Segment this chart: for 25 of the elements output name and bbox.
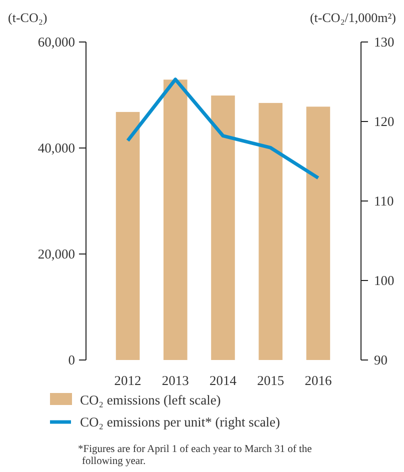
x-tick-label: 2016	[304, 373, 332, 388]
line-series	[126, 78, 320, 180]
y2-axis-title: (t-CO₂/1,000m²)	[310, 10, 396, 25]
bar	[116, 112, 140, 360]
y2-tick-label: 120	[374, 114, 394, 130]
y-tick-label: 0	[68, 352, 76, 368]
bar	[164, 80, 188, 360]
bar	[258, 102, 282, 360]
x-tick-label: 2014	[210, 373, 237, 388]
y2-tick-label: 130	[374, 34, 394, 50]
y-axis-title: (t-CO₂)	[8, 10, 48, 25]
y2-tick-label: 90	[374, 352, 388, 368]
x-tick-label: 2012	[114, 373, 142, 388]
legend-label: CO₂ emissions per unit* (right scale)	[80, 414, 280, 430]
y-tick-label: 40,000	[38, 140, 76, 156]
y2-tick-label: 110	[374, 194, 394, 209]
bar	[211, 96, 235, 360]
bar	[306, 106, 330, 360]
y-tick-label: 60,000	[38, 34, 76, 50]
x-tick-label: 2013	[162, 373, 190, 388]
y-tick-label: 20,000	[38, 246, 76, 262]
x-tick-label: 2015	[257, 373, 284, 388]
legend-label: CO₂ emissions (left scale)	[80, 392, 221, 408]
text: *Figures are for April 1 of each year to March 31 of the following year.	[78, 444, 312, 467]
y2-tick-label: 100	[374, 273, 394, 288]
